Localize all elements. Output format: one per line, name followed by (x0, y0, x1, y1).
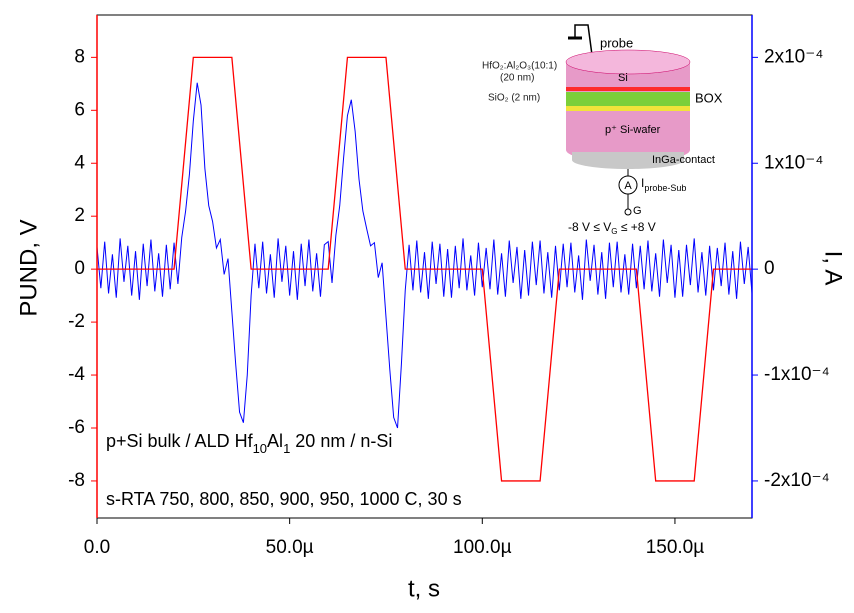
inset-label: Si (618, 72, 628, 84)
inset-label: ≤ +8 V (618, 220, 656, 234)
inset-label: InGa-contact (652, 154, 715, 166)
annotation-subscript: 1 (283, 441, 290, 456)
annotation-text: p+Si bulk / ALD Hf (106, 431, 254, 451)
inset-label: -8 V ≤ V (568, 220, 611, 234)
inset-label: (20 nm) (500, 73, 534, 84)
inset-label: HfO₂:Al₂O₃(10:1) (482, 61, 557, 72)
y-tick-label: -8 (68, 470, 85, 491)
y-tick-label: 0 (74, 258, 85, 279)
y2-axis-label: I, A (820, 251, 847, 286)
inset-label: Iprobe-Sub (641, 176, 686, 193)
inset-label: -8 V ≤ VG ≤ +8 V (568, 220, 656, 236)
annotation-subscript: 10 (253, 441, 267, 456)
probe-wire (574, 24, 593, 56)
y-tick-label: -2 (68, 311, 85, 332)
inset-label: G (633, 205, 642, 217)
inset-subscript: probe-Sub (644, 183, 686, 193)
annotation: p+Si bulk / ALD Hf10Al1 20 nm / n-Si (106, 431, 392, 457)
inset-label: probe (600, 35, 633, 50)
series-line (96, 82, 753, 429)
inset-label: A (624, 180, 632, 192)
x-tick-label: 0.0 (84, 537, 110, 558)
y2-tick-label: 0 (764, 258, 775, 279)
wafer-body (566, 62, 690, 162)
inset-label: BOX (695, 90, 723, 105)
contact (572, 152, 684, 169)
y-tick-label: -4 (68, 364, 85, 385)
y2-tick-label: 2x10⁻⁴ (764, 46, 823, 67)
inset-label: p⁺ Si-wafer (605, 124, 661, 136)
annotation-text: Al (267, 431, 283, 451)
wafer-top (565, 49, 691, 75)
inset-label: SiO₂ (2 nm) (488, 93, 540, 104)
y-tick-label: -6 (68, 417, 85, 438)
gate-node (624, 208, 632, 216)
oxide-layer (566, 92, 690, 106)
y-tick-label: 8 (74, 46, 85, 67)
device-inset: probe HfO₂:Al₂O₃(10:1) (20 nm) SiO₂ (2 n… (482, 24, 723, 236)
plot-area (96, 56, 753, 482)
annotation-text: 20 nm / n-Si (290, 431, 392, 451)
y-tick-label: 2 (74, 205, 85, 226)
y-tick-label: 4 (74, 152, 85, 173)
x-axis-label: t, s (408, 575, 440, 602)
y-tick-label: 6 (74, 99, 85, 120)
y-axis-label: PUND, V (15, 219, 42, 316)
x-tick-label: 50.0µ (266, 537, 314, 558)
x-tick-label: 150.0µ (646, 537, 705, 558)
sio2-layer (566, 106, 690, 111)
inset-label: I (641, 176, 644, 190)
box-layer (566, 87, 690, 91)
y2-tick-label: 1x10⁻⁴ (764, 152, 823, 173)
x-tick-label: 100.0µ (453, 537, 512, 558)
inset-subscript: G (611, 227, 617, 236)
y2-tick-label: -1x10⁻⁴ (764, 364, 830, 385)
annotation: s-RTA 750, 800, 850, 900, 950, 1000 C, 3… (106, 489, 462, 509)
series-line (97, 56, 752, 482)
y2-tick-label: -2x10⁻⁴ (764, 470, 830, 491)
